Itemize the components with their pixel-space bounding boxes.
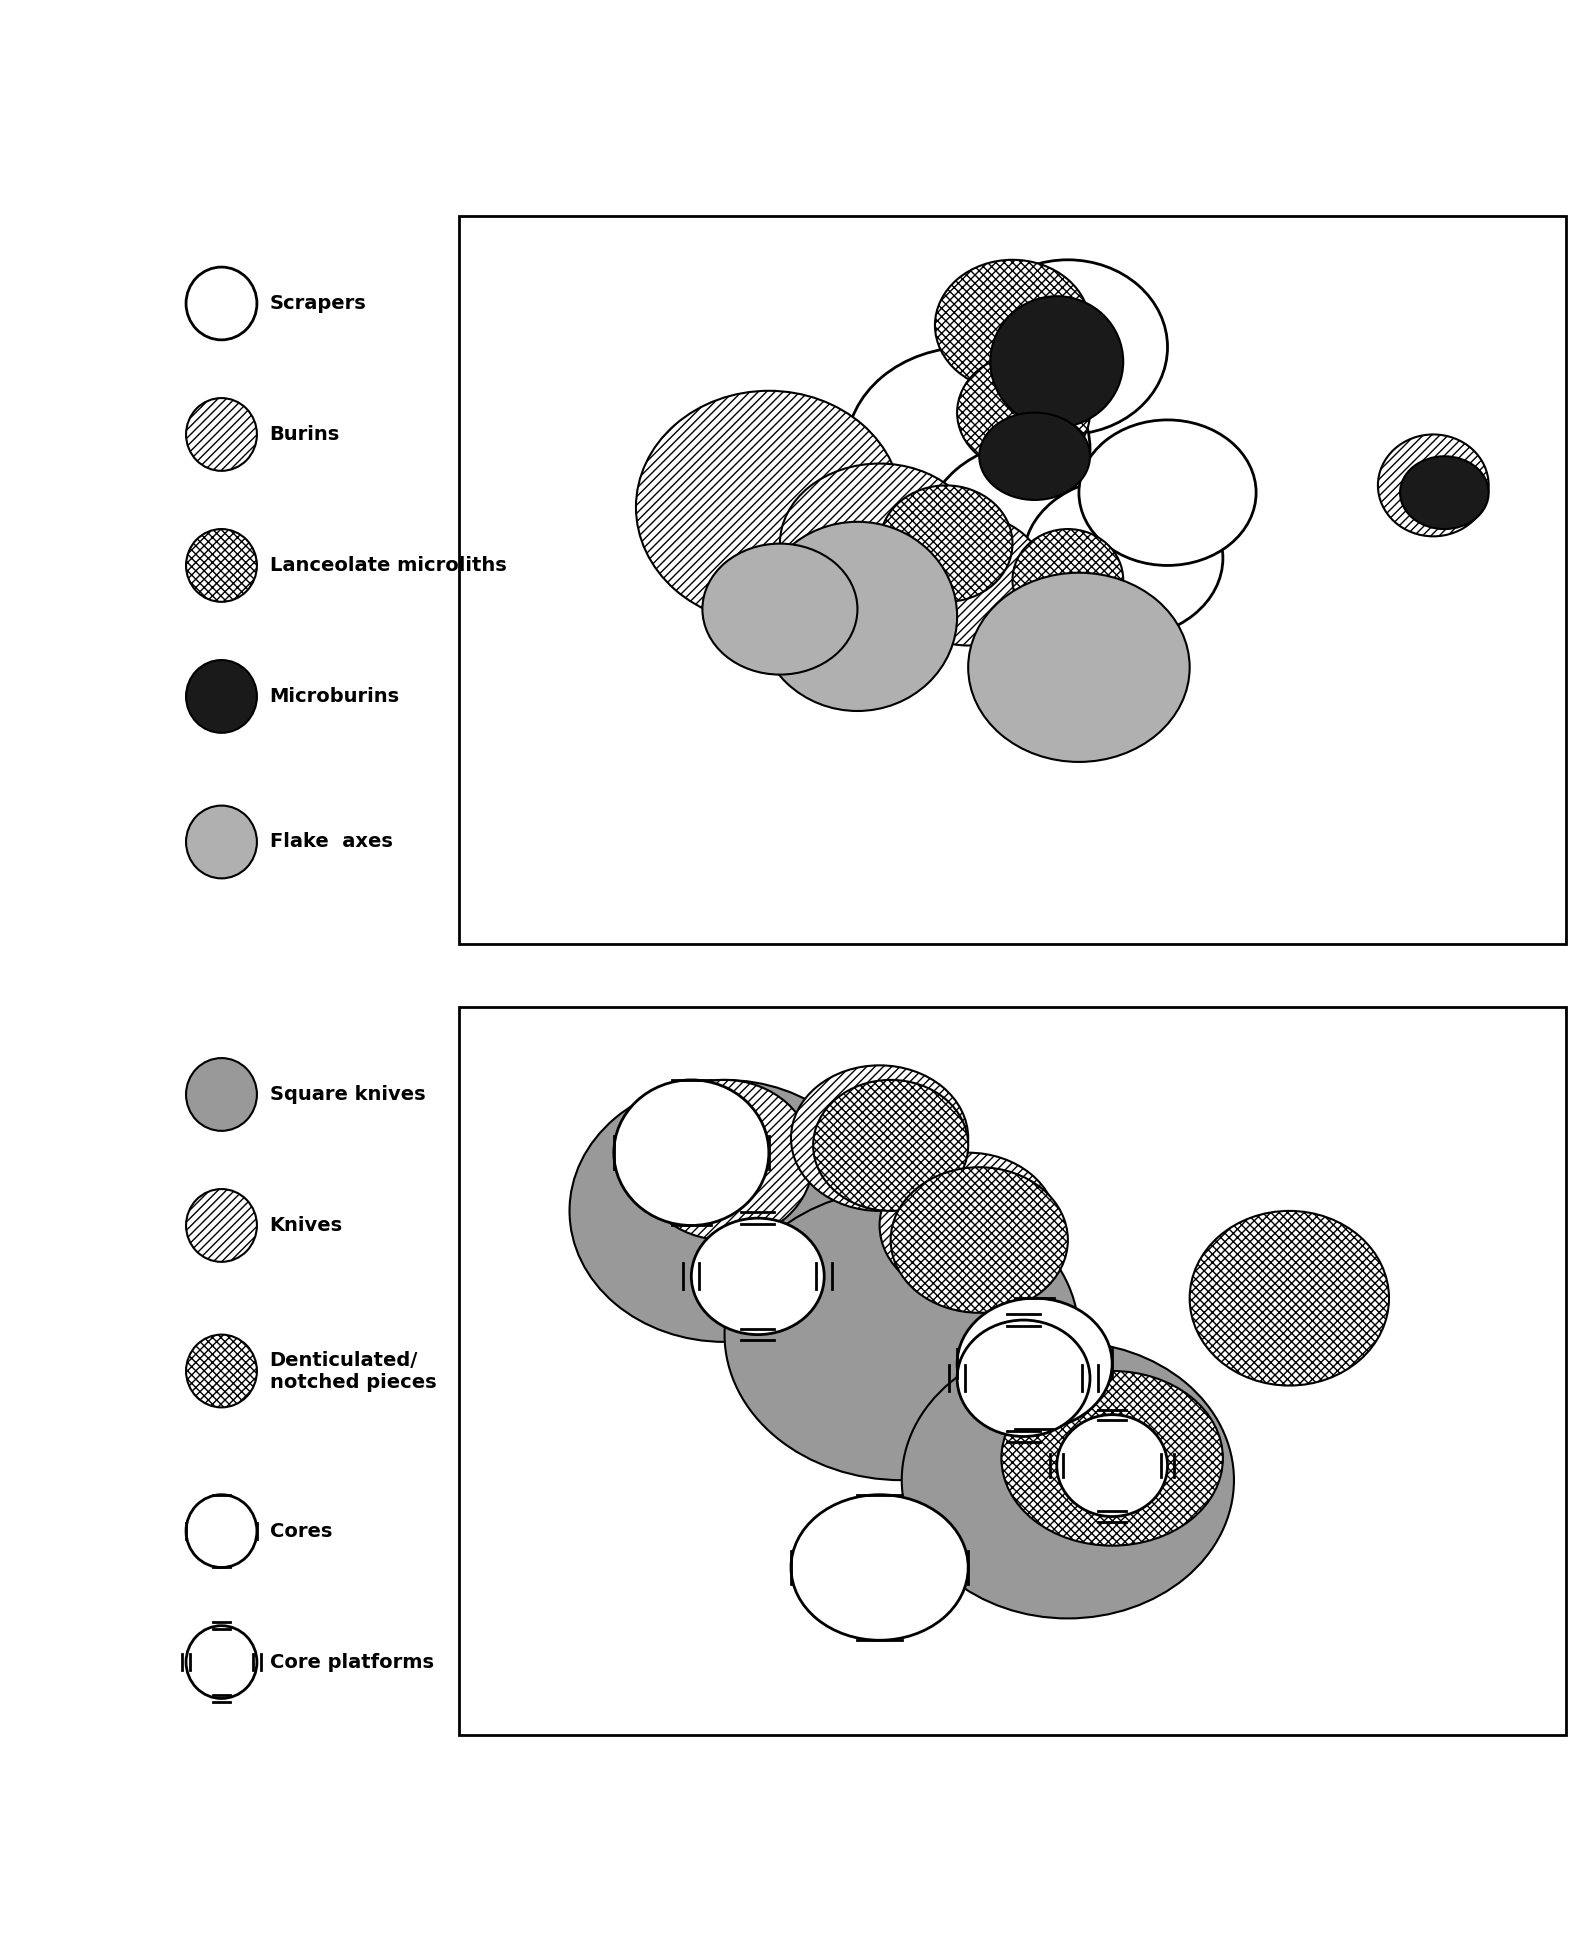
Ellipse shape <box>725 1188 1079 1481</box>
Ellipse shape <box>691 1217 824 1334</box>
Bar <box>459 217 1566 944</box>
Ellipse shape <box>614 1081 769 1225</box>
Ellipse shape <box>968 574 1190 763</box>
Ellipse shape <box>924 441 1145 630</box>
Ellipse shape <box>791 1494 968 1641</box>
Text: Flake  axes: Flake axes <box>269 833 392 851</box>
Ellipse shape <box>902 1342 1234 1619</box>
Ellipse shape <box>780 464 979 624</box>
Ellipse shape <box>957 1321 1090 1436</box>
Ellipse shape <box>979 412 1090 499</box>
Ellipse shape <box>1400 457 1489 529</box>
Text: Square knives: Square knives <box>269 1085 426 1104</box>
Ellipse shape <box>968 259 1168 435</box>
Ellipse shape <box>1079 419 1256 566</box>
Ellipse shape <box>1024 478 1223 638</box>
Ellipse shape <box>187 1494 256 1567</box>
Ellipse shape <box>187 1188 256 1262</box>
Ellipse shape <box>891 1167 1068 1313</box>
Ellipse shape <box>1378 435 1489 537</box>
Ellipse shape <box>935 259 1090 390</box>
Text: Microburins: Microburins <box>269 687 400 706</box>
Ellipse shape <box>813 1081 968 1212</box>
Ellipse shape <box>187 806 256 878</box>
Ellipse shape <box>880 1153 1057 1297</box>
Ellipse shape <box>187 267 256 339</box>
Ellipse shape <box>187 1334 256 1407</box>
Ellipse shape <box>758 521 957 710</box>
Ellipse shape <box>702 544 857 675</box>
Text: Knives: Knives <box>269 1215 343 1235</box>
Ellipse shape <box>187 1057 256 1132</box>
Text: Burins: Burins <box>269 425 340 445</box>
Ellipse shape <box>570 1081 880 1342</box>
Ellipse shape <box>957 1297 1112 1430</box>
Ellipse shape <box>1190 1212 1389 1385</box>
Text: Core platforms: Core platforms <box>269 1652 433 1672</box>
Ellipse shape <box>636 390 902 624</box>
Ellipse shape <box>990 297 1123 427</box>
Ellipse shape <box>187 659 256 734</box>
Text: Denticulated/
notched pieces: Denticulated/ notched pieces <box>269 1350 437 1391</box>
Ellipse shape <box>1057 1414 1168 1516</box>
Ellipse shape <box>187 1625 256 1699</box>
Ellipse shape <box>187 398 256 470</box>
Ellipse shape <box>957 355 1090 470</box>
Ellipse shape <box>1012 529 1123 630</box>
Text: Scrapers: Scrapers <box>269 295 367 312</box>
Ellipse shape <box>880 486 1012 601</box>
Ellipse shape <box>636 1081 813 1241</box>
Text: Cores: Cores <box>269 1522 332 1541</box>
Ellipse shape <box>1001 1372 1223 1545</box>
Ellipse shape <box>891 515 1046 646</box>
Ellipse shape <box>846 347 1090 550</box>
Bar <box>459 1007 1566 1734</box>
Ellipse shape <box>187 529 256 601</box>
Ellipse shape <box>791 1065 968 1212</box>
Text: Lanceolate microliths: Lanceolate microliths <box>269 556 506 576</box>
